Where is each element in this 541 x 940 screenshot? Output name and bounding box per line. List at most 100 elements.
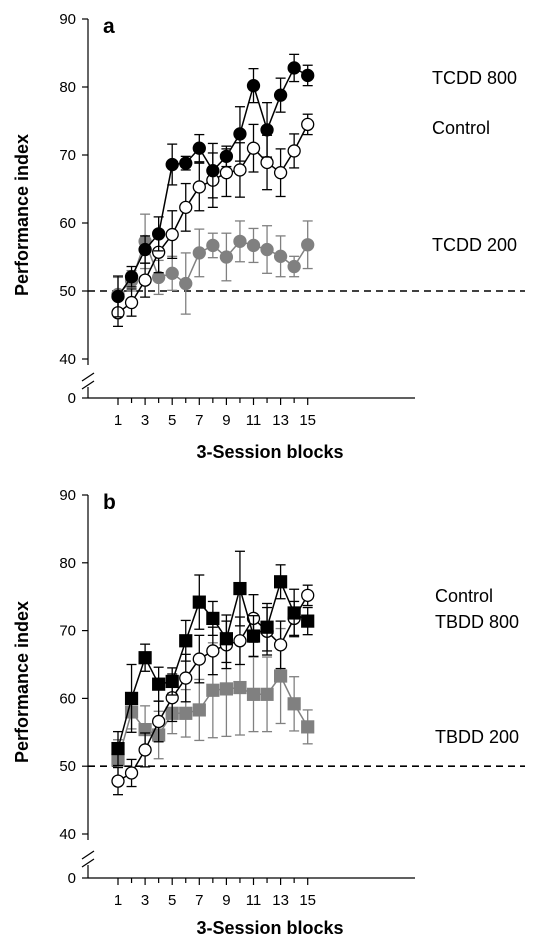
data-point [273, 249, 288, 263]
data-point [246, 629, 261, 643]
axis-break-mark [81, 850, 95, 860]
panel-label: b [103, 491, 116, 514]
data-point [260, 123, 274, 137]
data-point [192, 246, 206, 260]
data-point [287, 61, 301, 75]
series-label: Control [432, 118, 490, 138]
data-point [206, 683, 220, 697]
data-point [206, 611, 220, 625]
x-axis-title: 3-Session blocks [196, 442, 343, 462]
data-point [192, 141, 206, 155]
data-point [287, 259, 301, 274]
data-point [111, 741, 125, 756]
series-tbdd-800: TBDD 800 [111, 550, 519, 767]
data-point [151, 227, 166, 241]
x-tick-label: 9 [222, 892, 230, 909]
data-point [165, 266, 179, 280]
data-point [274, 575, 288, 589]
data-point [124, 295, 139, 310]
data-point [206, 644, 220, 658]
x-tick-label: 9 [222, 412, 230, 429]
data-point [260, 687, 274, 701]
data-point [179, 634, 193, 648]
data-point [124, 691, 139, 706]
data-point [206, 238, 220, 253]
y-tick-label: 40 [59, 351, 76, 368]
data-point [233, 163, 247, 177]
data-point [233, 634, 247, 648]
panel-label: a [103, 15, 115, 38]
data-point [233, 127, 247, 141]
y-tick-label: 40 [59, 826, 76, 843]
data-point [301, 588, 315, 602]
series-label: TCDD 200 [432, 235, 517, 255]
data-point [219, 250, 234, 264]
data-point [192, 180, 206, 194]
data-point [273, 88, 288, 102]
data-point [124, 766, 139, 780]
data-point [151, 714, 166, 729]
data-point [301, 720, 315, 734]
data-point [301, 238, 315, 252]
data-point [179, 276, 193, 291]
data-point [219, 149, 234, 164]
series-control: Control [111, 113, 490, 328]
y-tick-label: 70 [59, 623, 76, 640]
data-point [138, 651, 152, 665]
y-axis-title: Performance index [12, 601, 32, 763]
data-point [246, 238, 261, 253]
x-tick-label: 15 [299, 892, 316, 909]
data-point [111, 289, 125, 304]
data-point [192, 595, 206, 609]
data-point [192, 652, 206, 666]
data-point [138, 743, 152, 757]
data-point [273, 638, 288, 652]
data-point [111, 774, 125, 788]
x-tick-label: 3 [141, 892, 149, 909]
axis-break-mark [81, 372, 95, 382]
y-tick-label: 50 [59, 283, 76, 300]
data-point [192, 703, 206, 717]
series-label: TCDD 800 [432, 68, 517, 88]
data-point [260, 155, 274, 170]
data-point [219, 682, 233, 696]
series-label: TBDD 800 [435, 612, 519, 632]
data-point [219, 166, 234, 180]
y-tick-label: 60 [59, 690, 76, 707]
data-point [260, 242, 274, 257]
x-tick-label: 15 [299, 412, 316, 429]
x-tick-label: 13 [272, 412, 289, 429]
y-tick-label: 90 [59, 487, 76, 504]
data-point [165, 157, 179, 172]
data-point [179, 671, 193, 685]
x-tick-label: 1 [114, 892, 122, 909]
data-point [274, 669, 288, 683]
x-tick-label: 3 [141, 412, 149, 429]
data-point [287, 697, 301, 711]
x-tick-label: 5 [168, 892, 176, 909]
y-tick-label: 90 [59, 11, 76, 28]
y-tick-label: 0 [68, 870, 76, 887]
data-point [287, 144, 301, 158]
y-tick-label: 80 [59, 555, 76, 572]
data-point [301, 68, 315, 83]
y-tick-label: 70 [59, 147, 76, 164]
x-tick-label: 11 [246, 892, 262, 909]
series-label: TBDD 200 [435, 727, 519, 747]
x-tick-label: 1 [114, 412, 122, 429]
data-point [301, 614, 315, 628]
series-tcdd-800: TCDD 800 [111, 53, 517, 318]
data-point [138, 242, 152, 257]
data-point [273, 166, 288, 180]
y-axis-title: Performance index [12, 134, 32, 296]
data-point [246, 141, 261, 155]
data-point [138, 273, 152, 287]
x-tick-label: 7 [195, 892, 203, 909]
data-point [233, 680, 247, 695]
y-tick-label: 80 [59, 79, 76, 96]
x-axis-title: 3-Session blocks [196, 918, 343, 938]
series-tbdd-200: TBDD 200 [111, 627, 519, 782]
data-point [301, 117, 315, 132]
